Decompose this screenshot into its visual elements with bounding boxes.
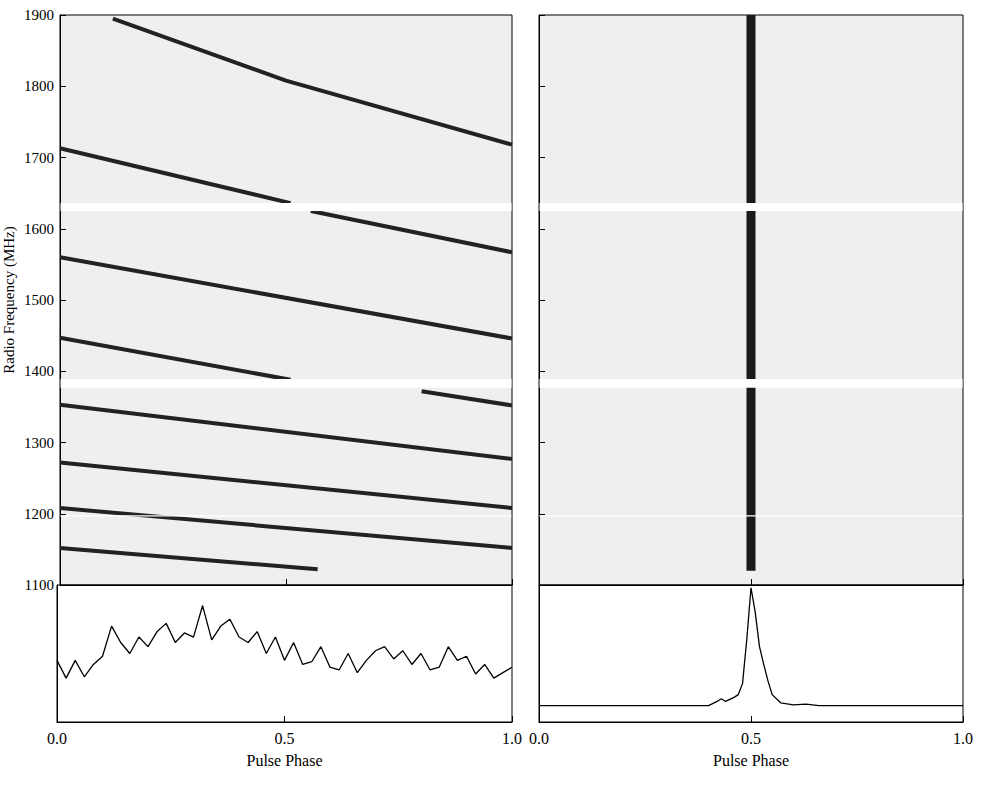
svg-text:1700: 1700 (24, 150, 54, 166)
svg-text:Radio Frequency (MHz): Radio Frequency (MHz) (1, 226, 18, 373)
svg-text:1300: 1300 (24, 435, 54, 451)
svg-text:1900: 1900 (24, 7, 54, 23)
svg-text:1100: 1100 (25, 577, 54, 593)
svg-text:1200: 1200 (24, 506, 54, 522)
svg-text:1.0: 1.0 (502, 730, 522, 747)
svg-text:Pulse Phase: Pulse Phase (713, 752, 789, 769)
svg-text:0.5: 0.5 (741, 730, 761, 747)
svg-text:Pulse Phase: Pulse Phase (247, 752, 323, 769)
svg-text:1500: 1500 (24, 292, 54, 308)
svg-text:1800: 1800 (24, 78, 54, 94)
svg-text:0.5: 0.5 (275, 730, 295, 747)
svg-text:0.0: 0.0 (529, 730, 549, 747)
svg-text:1600: 1600 (24, 221, 54, 237)
svg-text:1400: 1400 (24, 363, 54, 379)
svg-text:0.0: 0.0 (47, 730, 67, 747)
svg-text:1.0: 1.0 (953, 730, 973, 747)
